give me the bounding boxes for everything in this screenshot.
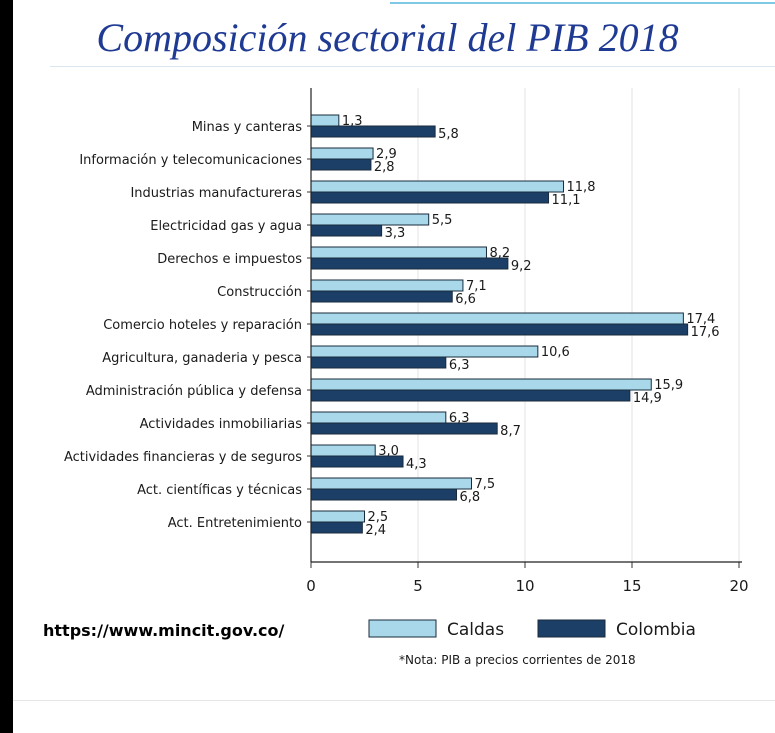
left-edge-strip — [0, 0, 13, 733]
x-tick-label: 10 — [515, 577, 534, 595]
category-label: Industrias manufactureras — [130, 186, 302, 201]
value-label-caldas: 7,5 — [475, 477, 496, 492]
bar-colombia — [310, 356, 447, 369]
value-label-colombia: 9,2 — [511, 259, 532, 274]
value-label-colombia: 2,4 — [365, 523, 386, 538]
category-label: Actividades financieras y de seguros — [64, 450, 302, 465]
value-label-caldas: 11,8 — [567, 180, 596, 195]
legend-label-colombia: Colombia — [616, 620, 696, 640]
chart-note: *Nota: PIB a precios corrientes de 2018 — [399, 653, 636, 667]
category-label: Información y telecomunicaciones — [79, 153, 302, 168]
category-label: Derechos e impuestos — [157, 252, 302, 267]
legend: Caldas Colombia — [368, 619, 696, 640]
value-label-caldas: 10,6 — [541, 345, 570, 360]
bar-caldas — [310, 114, 340, 127]
category-label: Act. científicas y técnicas — [137, 483, 302, 498]
value-label-colombia: 3,3 — [385, 226, 406, 241]
bar-caldas — [310, 312, 684, 325]
axes — [307, 88, 742, 568]
category-label: Minas y canteras — [192, 120, 303, 135]
value-label-colombia: 17,6 — [691, 325, 720, 340]
bar-caldas — [310, 345, 539, 358]
bar-caldas — [310, 510, 365, 523]
value-label-colombia: 14,9 — [633, 391, 662, 406]
bar-colombia — [310, 125, 436, 138]
bar-caldas — [310, 477, 472, 490]
x-tick-label: 0 — [306, 577, 316, 595]
bar-caldas — [310, 378, 652, 391]
bars — [310, 114, 689, 534]
value-label-caldas: 3,0 — [378, 444, 399, 459]
bar-colombia — [310, 224, 383, 237]
value-label-colombia: 11,1 — [552, 193, 581, 208]
x-tick-label: 5 — [413, 577, 423, 595]
top-accent-line — [390, 2, 775, 4]
category-label: Agricultura, ganaderia y pesca — [102, 351, 302, 366]
bar-colombia — [310, 290, 453, 303]
value-label-colombia: 6,3 — [449, 358, 470, 373]
legend-label-caldas: Caldas — [447, 620, 504, 640]
bottom-divider — [13, 700, 775, 701]
legend-swatch-caldas — [368, 619, 437, 638]
page-title: Composición sectorial del PIB 2018 — [96, 15, 679, 60]
legend-swatch-colombia — [537, 619, 606, 638]
bar-colombia — [310, 158, 372, 171]
value-label-colombia: 8,7 — [500, 424, 521, 439]
source-url: https://www.mincit.gov.co/ — [43, 621, 285, 640]
category-label: Comercio hoteles y reparación — [103, 318, 302, 333]
bar-caldas — [310, 147, 374, 160]
bar-colombia — [310, 191, 550, 204]
bar-caldas — [310, 213, 430, 226]
bar-caldas — [310, 411, 447, 424]
value-label-caldas: 15,9 — [654, 378, 683, 393]
bar-caldas — [310, 246, 487, 259]
bar-caldas — [310, 180, 565, 193]
bar-colombia — [310, 257, 509, 270]
bar-colombia — [310, 488, 458, 501]
value-label-caldas: 5,5 — [432, 213, 453, 228]
value-label-caldas: 1,3 — [342, 114, 363, 129]
value-label-caldas: 2,5 — [368, 510, 389, 525]
bar-colombia — [310, 323, 689, 336]
x-tick-label: 20 — [729, 577, 748, 595]
value-label-colombia: 6,8 — [460, 490, 481, 505]
value-label-colombia: 2,8 — [374, 160, 395, 175]
bar-caldas — [310, 279, 464, 292]
category-label: Act. Entretenimiento — [168, 516, 302, 531]
bar-caldas — [310, 444, 376, 457]
value-label-caldas: 7,1 — [466, 279, 487, 294]
category-label: Construcción — [217, 285, 302, 300]
bar-colombia — [310, 389, 631, 402]
category-label: Actividades inmobiliarias — [140, 417, 303, 432]
labels: 0 5 10 15 20 Minas y canteras 1,3 5,8 Informació… — [64, 114, 749, 667]
value-label-caldas: 6,3 — [449, 411, 470, 426]
value-label-colombia: 6,6 — [455, 292, 476, 307]
bar-colombia — [310, 521, 363, 534]
category-label: Administración pública y defensa — [86, 384, 302, 399]
value-label-colombia: 5,8 — [438, 127, 459, 142]
x-tick-label: 15 — [622, 577, 641, 595]
title-divider — [50, 66, 775, 67]
category-label: Electricidad gas y agua — [150, 219, 302, 234]
value-label-caldas: 2,9 — [376, 147, 397, 162]
value-label-caldas: 8,2 — [489, 246, 510, 261]
value-label-colombia: 4,3 — [406, 457, 427, 472]
value-label-caldas: 17,4 — [686, 312, 715, 327]
